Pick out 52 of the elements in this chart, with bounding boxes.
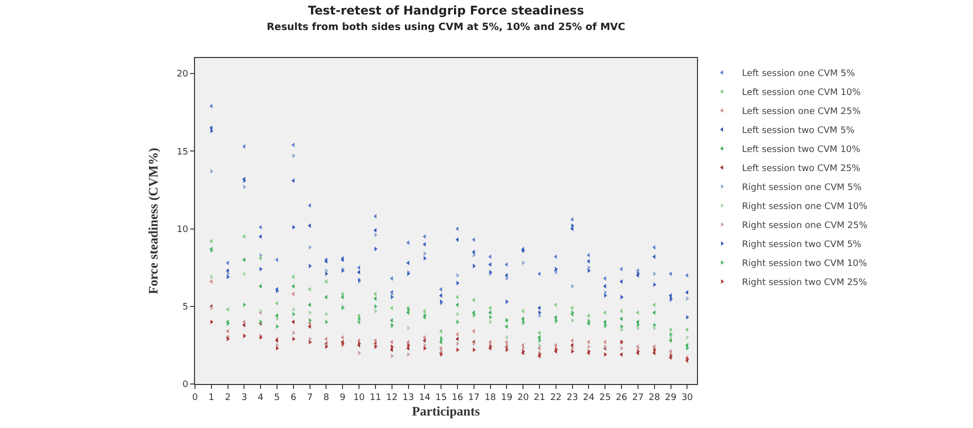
x-tick-label: 25 <box>599 392 611 403</box>
chart-title: Test-retest of Handgrip Force steadiness <box>308 3 584 18</box>
x-tick-label: 19 <box>500 392 513 403</box>
x-tick-label: 16 <box>452 392 464 403</box>
x-tick-label: 13 <box>402 392 414 403</box>
legend-label: Left session one CVM 10% <box>742 88 862 98</box>
legend-label: Right session one CVM 5% <box>742 183 862 194</box>
legend-label: Left session two CVM 5% <box>742 126 856 136</box>
x-tick-label: 17 <box>468 392 480 403</box>
x-tick-label: 28 <box>648 392 660 403</box>
x-tick-label: 30 <box>681 392 694 403</box>
legend-label: Right session two CVM 10% <box>742 259 868 270</box>
x-tick-label: 1 <box>208 392 214 403</box>
x-tick-label: 23 <box>566 392 578 403</box>
x-tick-label: 3 <box>241 392 248 403</box>
x-tick-label: 18 <box>484 392 496 403</box>
legend-label: Left session two CVM 10% <box>742 145 861 156</box>
legend-label: Left session two CVM 25% <box>742 164 861 174</box>
y-axis-title: Force steadiness (CVM%) <box>146 148 161 294</box>
x-tick-label: 2 <box>224 392 231 403</box>
y-tick-label: 20 <box>176 70 188 80</box>
x-tick-label: 0 <box>192 392 198 403</box>
legend-label: Right session one CVM 25% <box>742 221 868 232</box>
x-tick-label: 22 <box>550 392 562 403</box>
x-tick-label: 24 <box>583 392 595 403</box>
x-tick-label: 9 <box>340 392 346 403</box>
y-tick-label: 15 <box>176 147 188 158</box>
legend-label: Right session two CVM 5% <box>742 240 862 250</box>
x-tick-label: 20 <box>517 392 530 403</box>
x-tick-label: 15 <box>435 392 447 403</box>
x-tick-label: 5 <box>274 392 280 403</box>
x-tick-label: 11 <box>370 392 382 403</box>
x-tick-label: 14 <box>418 392 431 403</box>
x-tick-label: 8 <box>323 392 330 403</box>
x-tick-label: 26 <box>616 392 628 403</box>
x-tick-label: 12 <box>386 392 398 403</box>
x-axis-title: Participants <box>412 403 480 418</box>
x-tick-label: 10 <box>353 392 366 403</box>
x-tick-label: 4 <box>258 392 264 403</box>
x-tick-label: 6 <box>290 392 297 403</box>
x-tick-label: 29 <box>665 392 677 403</box>
legend-label: Right session two CVM 25% <box>742 278 868 288</box>
legend-label: Left session one CVM 25% <box>742 107 862 118</box>
legend-label: Right session one CVM 10% <box>742 202 868 212</box>
y-tick-label: 10 <box>176 224 188 235</box>
y-tick-label: 5 <box>182 302 188 313</box>
y-tick-label: 0 <box>182 380 188 390</box>
x-tick-label: 27 <box>632 392 644 403</box>
legend-label: Left session one CVM 5% <box>742 69 856 80</box>
x-tick-label: 21 <box>534 392 546 403</box>
chart-subtitle: Results from both sides using CVM at 5%, 10% and 25% of MVC <box>266 22 626 33</box>
x-tick-label: 7 <box>306 392 313 403</box>
